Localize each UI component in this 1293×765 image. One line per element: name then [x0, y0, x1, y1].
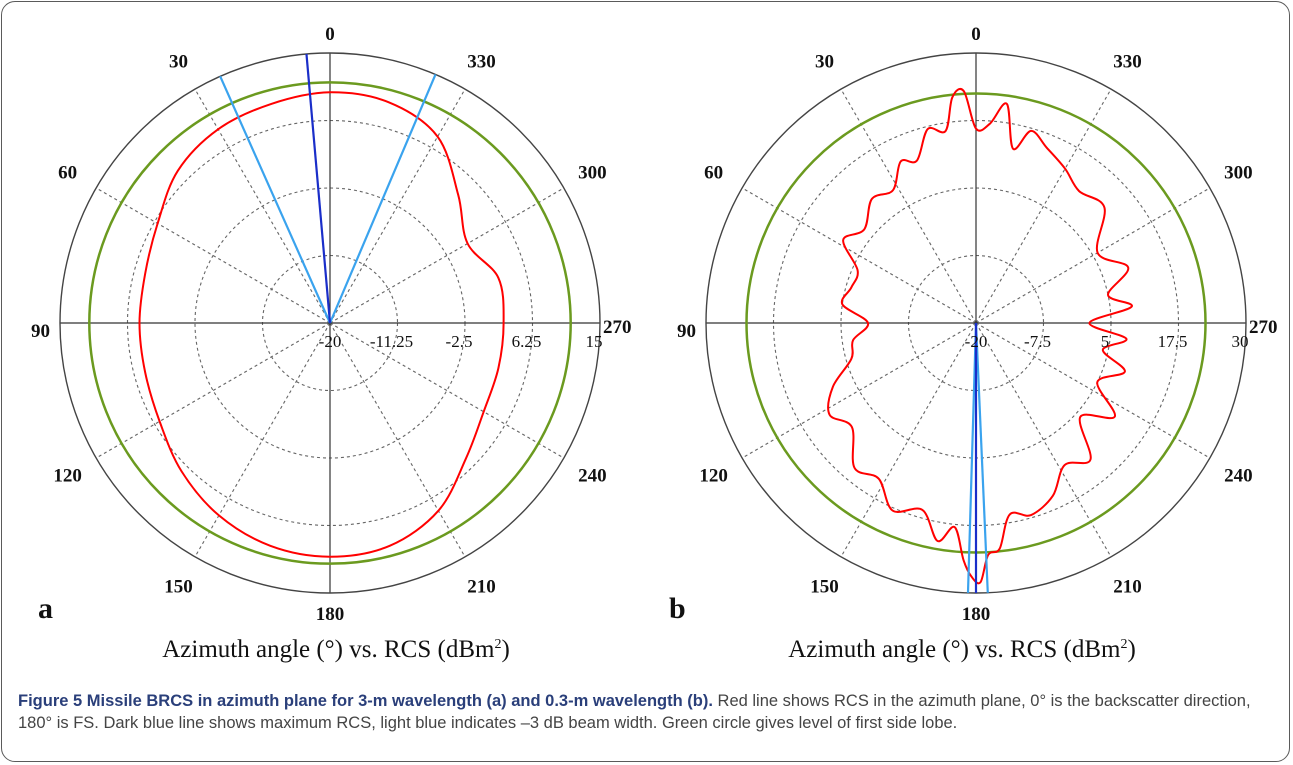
grid-spoke — [975, 88, 1112, 324]
angle-tick-label: 30 — [169, 52, 188, 73]
grid-spoke — [329, 187, 565, 324]
angle-tick-label: 180 — [316, 604, 345, 625]
radial-tick-label: 5 — [1101, 332, 1110, 351]
angle-tick-label: 0 — [971, 24, 981, 45]
radial-tick-label: 17.5 — [1158, 332, 1188, 351]
axis-caption-a-text: Azimuth angle (°) vs. RCS (dBm — [162, 636, 495, 663]
grid-spoke — [194, 88, 331, 324]
grid-spoke — [95, 322, 331, 459]
polar-plot-a: 0 330 300 270 240 210 180 150 120 90 60 30 -20 -11.25… — [31, 24, 632, 625]
grid-spoke — [840, 322, 977, 558]
figure-caption: Figure 5 Missile BRCS in azimuth plane f… — [18, 690, 1276, 734]
angle-tick-label: 240 — [578, 466, 607, 487]
max-rcs-line — [305, 53, 332, 324]
angle-tick-label: 150 — [810, 576, 839, 597]
angle-tick-label: 120 — [53, 466, 82, 487]
angle-tick-label: 150 — [164, 576, 193, 597]
angle-tick-label: 30 — [815, 52, 834, 73]
axis-caption-a: Azimuth angle (°) vs. RCS (dBm2) — [86, 636, 586, 664]
polar-plot-b: 0 330 300 270 240 210 180 150 120 90 60 30 -20 -7.5 5 1… — [677, 24, 1278, 625]
angle-tick-label: 240 — [1224, 466, 1253, 487]
axis-caption-a-tail: ) — [501, 636, 510, 663]
grid-spoke — [840, 88, 977, 324]
axis-caption-b-text: Azimuth angle (°) vs. RCS (dBm — [788, 636, 1121, 663]
angle-tick-label: 300 — [578, 163, 607, 184]
grid-spoke — [329, 322, 565, 459]
angle-tick-label: 270 — [1249, 317, 1278, 338]
grid-spoke — [975, 322, 1112, 558]
radial-tick-label: 6.25 — [512, 332, 542, 351]
angle-tick-label: 330 — [467, 52, 496, 73]
angle-tick-label: 60 — [704, 163, 723, 184]
first-sidelobe-circle — [88, 81, 572, 565]
angle-tick-label: 120 — [699, 466, 728, 487]
figure-caption-lead: Figure 5 Missile BRCS in azimuth plane f… — [18, 692, 713, 710]
angle-tick-label: 180 — [962, 604, 991, 625]
axis-caption-b: Azimuth angle (°) vs. RCS (dBm2) — [712, 636, 1212, 664]
radial-tick-label: -11.25 — [370, 332, 413, 351]
angle-tick-label: 90 — [31, 321, 50, 342]
outer-ring — [59, 52, 601, 594]
angle-tick-label: 300 — [1224, 163, 1253, 184]
axis-caption-b-sup: 2 — [1120, 637, 1128, 652]
angle-tick-label: 270 — [603, 317, 632, 338]
axis-caption-b-tail: ) — [1127, 636, 1136, 663]
grid-spoke — [95, 187, 331, 324]
beamwidth-line-1 — [328, 74, 437, 324]
figure-caption-body: Red line shows RCS in the azimuth plane,… — [18, 692, 1251, 732]
angle-tick-label: 90 — [677, 321, 696, 342]
radial-tick-label: 30 — [1232, 332, 1249, 351]
grid-spoke — [194, 322, 331, 558]
angle-tick-label: 210 — [467, 576, 496, 597]
panel-label-a: a — [38, 592, 53, 625]
radial-tick-label: -7.5 — [1024, 332, 1051, 351]
angle-tick-label: 0 — [325, 24, 335, 45]
radial-tick-label: -2.5 — [446, 332, 473, 351]
panel-label-b: b — [669, 592, 686, 625]
axis-caption-a-sup: 2 — [494, 637, 502, 652]
grid-spoke — [329, 322, 466, 558]
beamwidth-line-0 — [966, 322, 978, 593]
angle-tick-label: 60 — [58, 163, 77, 184]
grid-spoke — [329, 88, 466, 324]
angle-tick-label: 330 — [1113, 52, 1142, 73]
radial-tick-label: -20 — [319, 332, 342, 351]
radial-tick-label: -20 — [965, 332, 988, 351]
beamwidth-line-0 — [219, 75, 332, 324]
angle-tick-label: 210 — [1113, 576, 1142, 597]
beamwidth-line-1 — [974, 322, 989, 593]
rcs-curve-0 — [138, 91, 505, 558]
radial-tick-label: 15 — [586, 332, 603, 351]
